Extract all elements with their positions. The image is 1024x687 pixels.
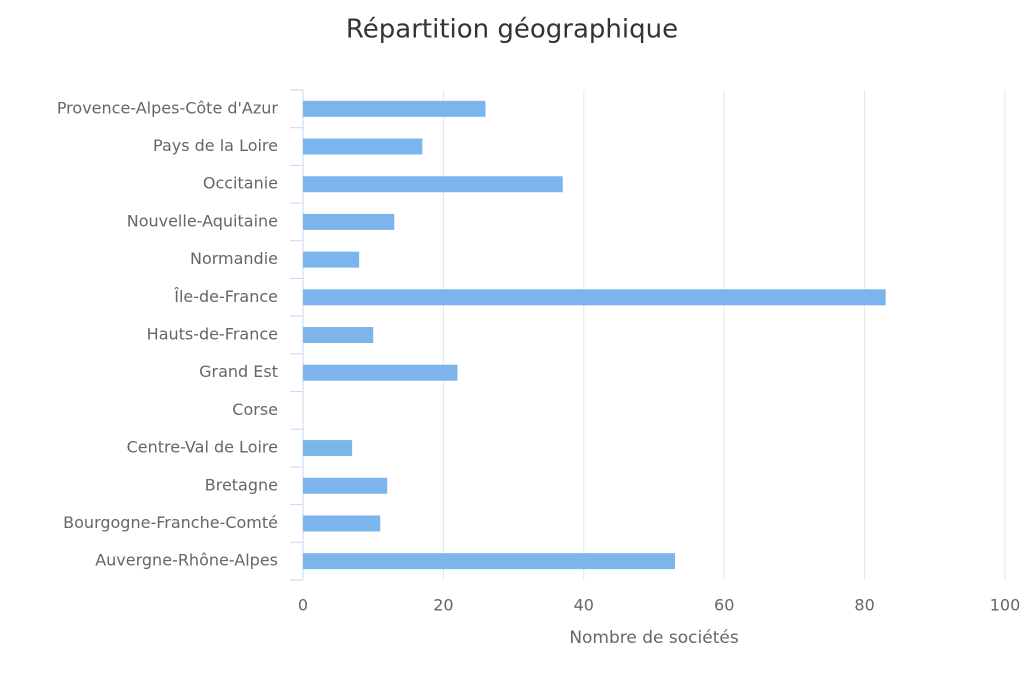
y-tick-label: Nouvelle-Aquitaine: [127, 211, 278, 230]
x-tick-label: 0: [298, 596, 308, 615]
bar: [303, 138, 423, 155]
bar: [303, 213, 395, 230]
y-tick-label: Île-de-France: [173, 287, 278, 306]
y-tick-label: Occitanie: [203, 174, 278, 193]
bar: [303, 515, 381, 532]
bar: [303, 440, 353, 457]
y-tick-label: Centre-Val de Loire: [127, 438, 278, 457]
bar: [303, 553, 676, 570]
y-tick-label: Grand Est: [199, 362, 278, 381]
y-tick-label: Bourgogne-Franche-Comté: [63, 513, 278, 532]
chart-title: Répartition géographique: [346, 15, 678, 45]
y-tick-label: Normandie: [190, 249, 278, 268]
x-tick-label: 100: [990, 596, 1021, 615]
y-tick-label: Bretagne: [205, 475, 278, 494]
bar: [303, 251, 360, 268]
bar: [303, 477, 388, 494]
x-tick-label: 80: [854, 596, 874, 615]
bar: [303, 364, 458, 381]
x-tick-label: 40: [574, 596, 594, 615]
x-tick-label: 60: [714, 596, 734, 615]
y-tick-label: Pays de la Loire: [153, 136, 278, 155]
y-tick-label: Provence-Alpes-Côte d'Azur: [57, 98, 279, 117]
y-tick-label: Corse: [232, 400, 278, 419]
bar: [303, 327, 374, 343]
y-tick-label: Hauts-de-France: [147, 325, 278, 344]
bar: [303, 176, 563, 193]
y-tick-label: Auvergne-Rhône-Alpes: [95, 551, 278, 570]
x-axis-title: Nombre de sociétés: [569, 628, 739, 648]
x-tick-label: 20: [433, 596, 453, 615]
bar: [303, 289, 886, 306]
bar: [303, 100, 486, 117]
